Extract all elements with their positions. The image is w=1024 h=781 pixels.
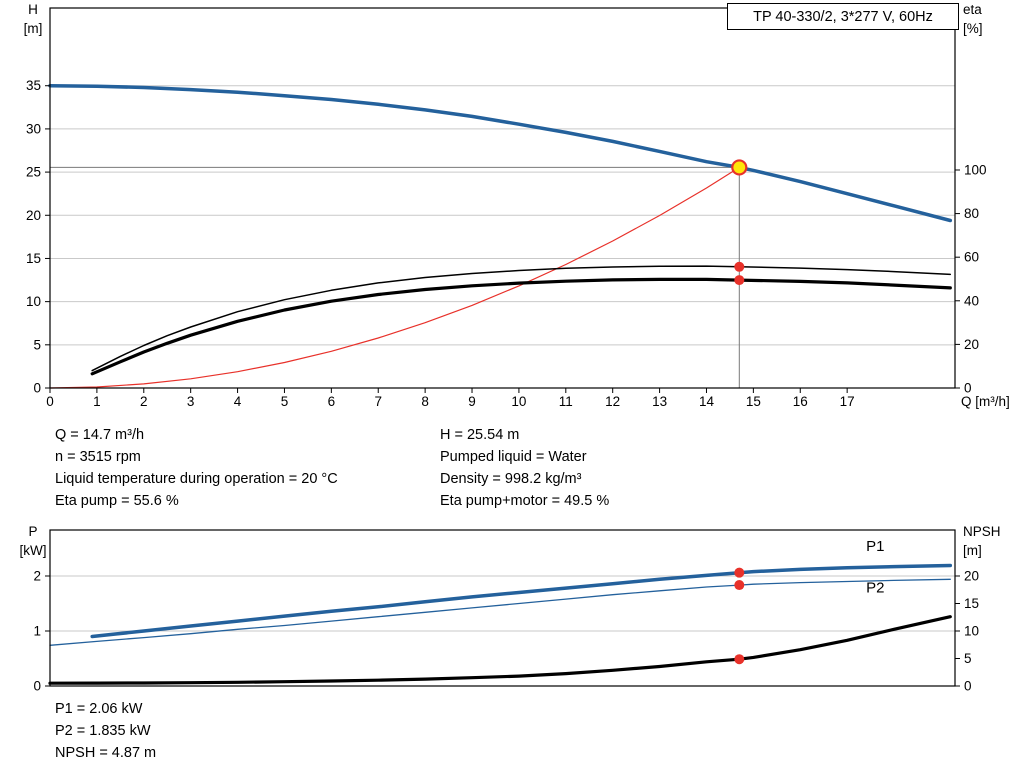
y-left-tick-label: 1 bbox=[33, 623, 41, 638]
y-right-tick-label: 20 bbox=[964, 337, 979, 352]
series-npsh-curve bbox=[48, 615, 952, 685]
x-tick-label: 9 bbox=[468, 394, 476, 409]
y-left-tick-label: 0 bbox=[33, 679, 41, 694]
y-right-tick-label: 20 bbox=[964, 568, 979, 583]
x-axis-title: Q [m³/h] bbox=[961, 394, 1010, 409]
y-right-tick-label: 0 bbox=[964, 381, 972, 396]
x-tick-label: 4 bbox=[234, 394, 242, 409]
pump-model-box: TP 40-330/2, 3*277 V, 60Hz bbox=[727, 3, 959, 30]
x-tick-label: 1 bbox=[93, 394, 101, 409]
series-system-curve bbox=[49, 166, 740, 389]
duty-info-right: H = 25.54 m Pumped liquid = Water Densit… bbox=[440, 424, 609, 512]
npsh-dot-marker bbox=[734, 654, 745, 665]
x-tick-label: 10 bbox=[511, 394, 526, 409]
y-right-tick-label: 0 bbox=[964, 679, 972, 694]
duty-eta-total-text: Eta pump+motor = 49.5 % bbox=[440, 493, 610, 509]
y-left-tick-label: 10 bbox=[26, 294, 41, 309]
series-p2-curve bbox=[49, 578, 951, 646]
series-eta-pump-curve bbox=[91, 265, 952, 372]
y-right-tick-label: 5 bbox=[964, 651, 972, 666]
x-tick-label: 16 bbox=[793, 394, 808, 409]
y-right-axis-title: NPSH bbox=[963, 524, 1001, 539]
y-right-axis-title: [m] bbox=[963, 543, 982, 558]
duty-point-marker bbox=[731, 159, 748, 176]
duty-speed-text: n = 3515 rpm bbox=[55, 449, 141, 465]
eta-pump-dot-marker bbox=[734, 261, 745, 272]
series-p1-curve bbox=[90, 563, 953, 639]
p1-dot-marker bbox=[734, 567, 745, 578]
p2-dot-marker bbox=[734, 580, 745, 591]
y-left-axis-title: [m] bbox=[24, 21, 43, 36]
y-left-tick-label: 0 bbox=[33, 381, 41, 396]
y-right-axis-title: [%] bbox=[963, 21, 983, 36]
duty-info-left: Q = 14.7 m³/h n = 3515 rpm Liquid temper… bbox=[55, 424, 338, 512]
x-tick-label: 2 bbox=[140, 394, 148, 409]
duty-density-text: Density = 998.2 kg/m³ bbox=[440, 471, 582, 487]
y-right-tick-label: 60 bbox=[964, 250, 979, 265]
y-right-tick-label: 40 bbox=[964, 293, 979, 308]
x-tick-label: 8 bbox=[421, 394, 429, 409]
x-tick-label: 0 bbox=[46, 394, 54, 409]
y-left-tick-label: 35 bbox=[26, 78, 41, 93]
y-left-axis-title: P bbox=[28, 524, 37, 539]
x-tick-label: 12 bbox=[605, 394, 620, 409]
p2-value-text: P2 = 1.835 kW bbox=[55, 723, 151, 739]
y-right-tick-label: 100 bbox=[964, 162, 987, 177]
p1-label: P1 bbox=[866, 538, 884, 555]
y-left-tick-label: 30 bbox=[26, 121, 41, 136]
duty-liquid-temp-text: Liquid temperature during operation = 20… bbox=[55, 471, 338, 487]
x-tick-label: 7 bbox=[374, 394, 382, 409]
duty-flow-text: Q = 14.7 m³/h bbox=[55, 427, 145, 443]
x-tick-label: 6 bbox=[328, 394, 336, 409]
p2-label: P2 bbox=[866, 579, 884, 596]
y-right-axis-title: eta bbox=[963, 2, 982, 17]
y-left-tick-label: 5 bbox=[33, 337, 41, 352]
y-left-tick-label: 2 bbox=[33, 568, 41, 583]
x-tick-label: 3 bbox=[187, 394, 195, 409]
duty-eta-pump-text: Eta pump = 55.6 % bbox=[55, 493, 179, 509]
plot-frame bbox=[49, 529, 956, 687]
y-right-tick-label: 10 bbox=[964, 623, 979, 638]
y-right-tick-label: 80 bbox=[964, 206, 979, 221]
x-tick-label: 17 bbox=[840, 394, 855, 409]
p1-value-text: P1 = 2.06 kW bbox=[55, 701, 143, 717]
x-tick-label: 5 bbox=[281, 394, 289, 409]
series-eta-pump-motor-curve bbox=[90, 277, 952, 376]
series-head-curve bbox=[48, 83, 953, 223]
y-left-axis-title: H bbox=[28, 2, 38, 17]
power-info: P1 = 2.06 kW P2 = 1.835 kW NPSH = 4.87 m bbox=[55, 698, 156, 764]
plot-frame bbox=[49, 7, 956, 389]
y-left-axis-title: [kW] bbox=[20, 543, 47, 558]
duty-liquid-text: Pumped liquid = Water bbox=[440, 449, 587, 465]
qh-eta-chart: 0 1 2 3 4 5 6 7 8 9 10 11 12 13 14 15 16 1705101520253035… bbox=[24, 2, 1010, 409]
x-tick-label: 13 bbox=[652, 394, 667, 409]
x-tick-label: 14 bbox=[699, 394, 715, 409]
y-left-tick-label: 25 bbox=[26, 165, 41, 180]
pump-model-text: TP 40-330/2, 3*277 V, 60Hz bbox=[753, 8, 933, 25]
y-left-tick-label: 20 bbox=[26, 208, 41, 223]
duty-head-text: H = 25.54 m bbox=[440, 427, 520, 443]
x-tick-label: 15 bbox=[746, 394, 761, 409]
eta-pump-motor-dot-marker bbox=[734, 275, 745, 286]
x-tick-label: 11 bbox=[559, 394, 573, 409]
y-right-tick-label: 15 bbox=[964, 596, 979, 611]
npsh-value-text: NPSH = 4.87 m bbox=[55, 745, 157, 761]
y-left-tick-label: 15 bbox=[26, 251, 41, 266]
